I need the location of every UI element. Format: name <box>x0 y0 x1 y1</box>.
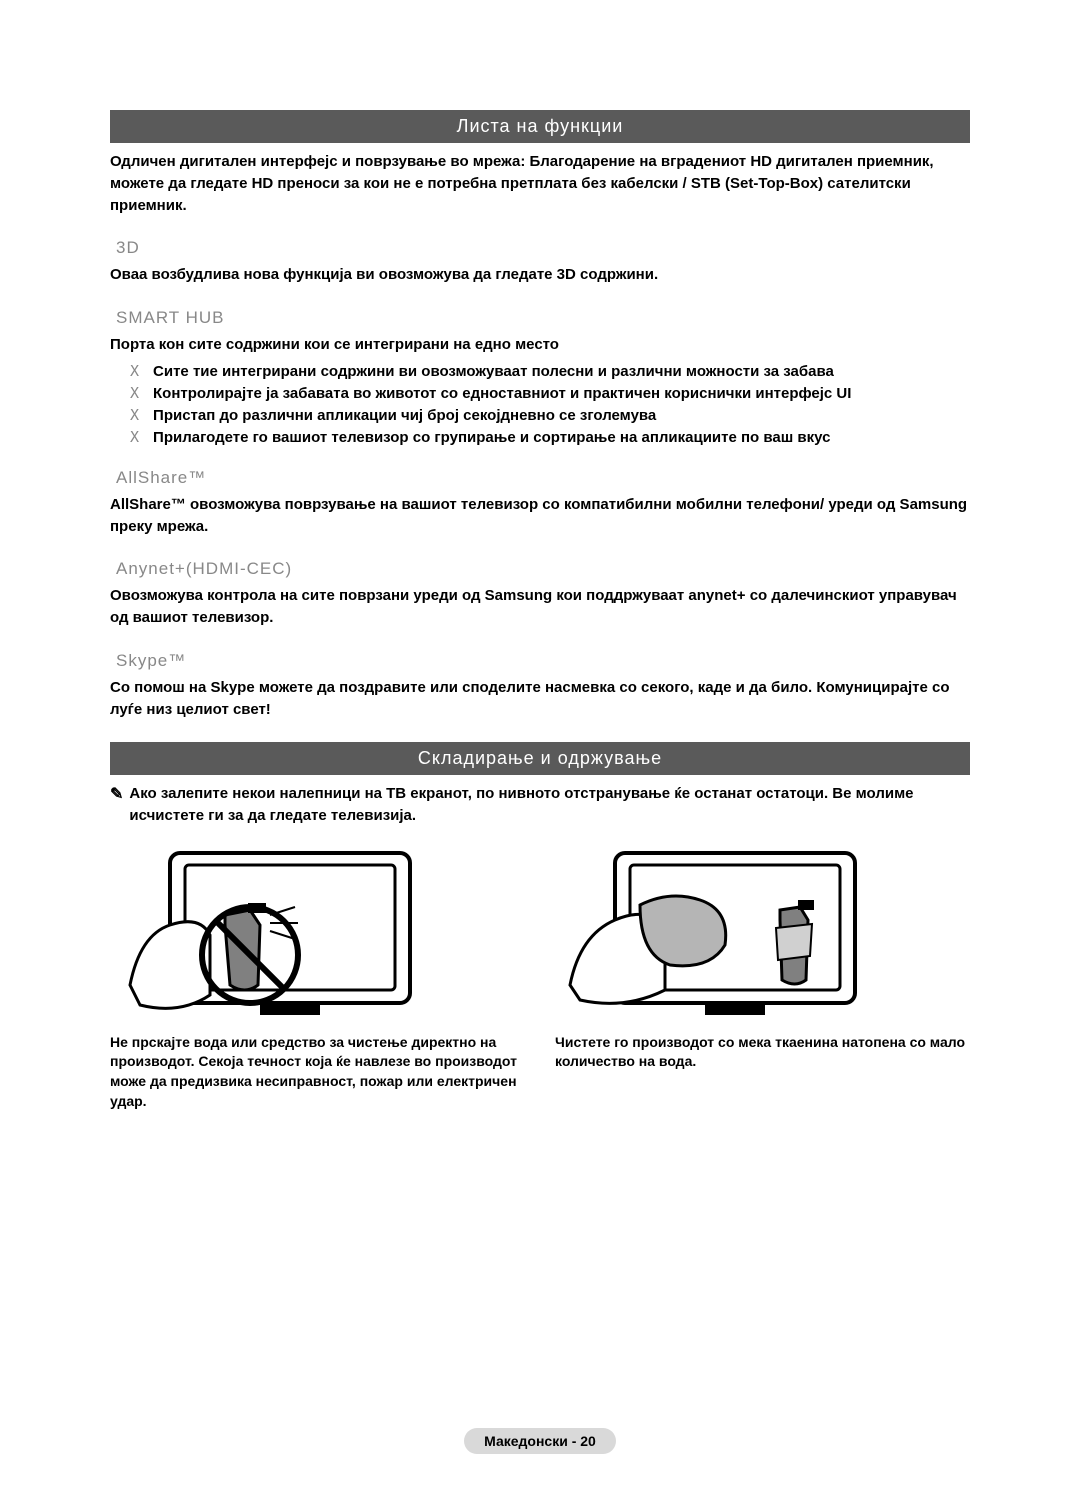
subheading-skype: Skype™ <box>110 651 970 671</box>
subheading-smart: SMART HUB <box>110 308 970 328</box>
note-icon: ✎ <box>110 783 123 806</box>
smart-intro: Порта кон сите содржини кои се интегрира… <box>110 334 970 356</box>
allshare-text: AllShare™ овозможува поврзување на вашио… <box>110 494 970 538</box>
smart-bullet-list: Сите тие интегрирани содржини ви овозмож… <box>110 362 970 446</box>
subheading-3d: 3D <box>110 238 970 258</box>
intro-text: Одличен дигитален интерфејс и поврзување… <box>110 151 970 216</box>
subheading-anynet: Anynet+(HDMI-CEC) <box>110 559 970 579</box>
footer-page-label: Македонски - 20 <box>464 1428 616 1454</box>
section-title-maintenance: Складирање и одржување <box>110 742 970 775</box>
list-item: Сите тие интегрирани содржини ви овозмож… <box>130 362 970 380</box>
anynet-text: Овозможува контрола на сите поврзани уре… <box>110 585 970 629</box>
subheading-allshare: AllShare™ <box>110 468 970 488</box>
note-text: Ако залепите некои налепници на ТВ екран… <box>129 783 970 827</box>
list-item: Контролирајте ја забавата во животот со … <box>130 384 970 402</box>
right-caption: Чистете го производот со мека ткаенина н… <box>555 1033 970 1072</box>
skype-text: Со помош на Skype можете да поздравите и… <box>110 677 970 721</box>
page-footer: Македонски - 20 <box>0 1428 1080 1454</box>
left-caption: Не прскајте вода или средство за чистење… <box>110 1033 525 1111</box>
figure-dont-spray <box>110 845 440 1023</box>
list-item: Прилагодете го вашиот телевизор со групи… <box>130 428 970 446</box>
threeD-text: Оваа возбудлива нова функција ви овозмож… <box>110 264 970 286</box>
section-title-other-functions: Листа на функции <box>110 110 970 143</box>
figure-wipe-cloth <box>555 845 885 1023</box>
list-item: Пристап до различни апликации чиј број с… <box>130 406 970 424</box>
